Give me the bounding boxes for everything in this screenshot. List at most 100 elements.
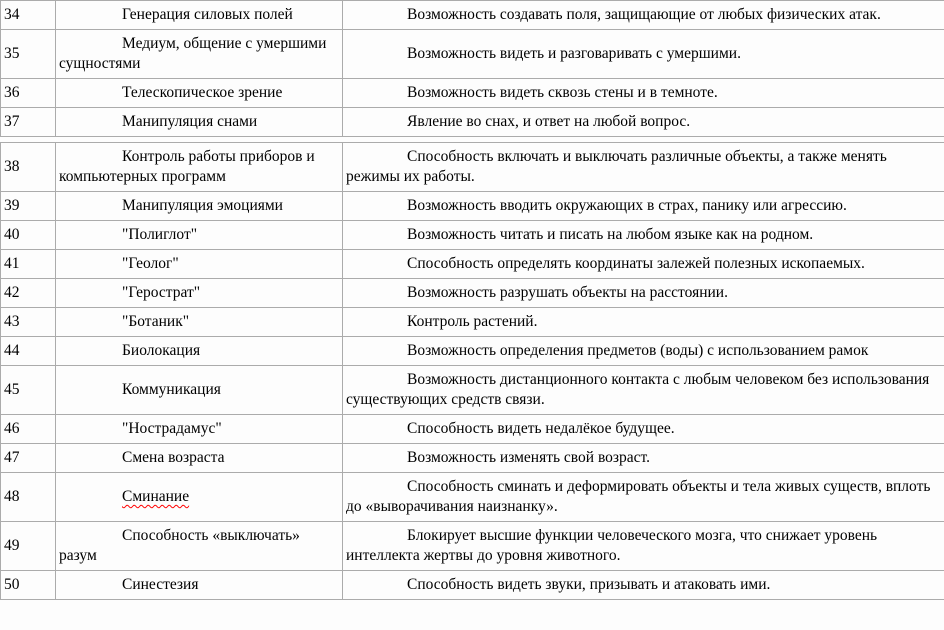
ability-name-cell: Манипуляция снами (55, 107, 343, 137)
ability-description-cell: Возможность вводить окружающих в страх, … (342, 191, 944, 221)
ability-description-text: Возможность читать и писать на любом язы… (407, 226, 814, 243)
table-row: 43 "Ботаник" Контроль растений. (0, 307, 944, 337)
row-number-cell: 46 (0, 414, 56, 444)
page-break-gap (0, 137, 944, 142)
row-number-cell: 40 (0, 220, 56, 250)
ability-name-text: Манипуляция эмоциями (122, 197, 283, 214)
table-row: 39 Манипуляция эмоциями Возможность вводит… (0, 191, 944, 221)
ability-name-text: "Нострадамус" (122, 420, 222, 437)
row-number-cell: 50 (0, 570, 56, 600)
ability-name-cell: Коммуникация (55, 365, 343, 415)
ability-description-cell: Возможность видеть сквозь стены и в темн… (342, 78, 944, 108)
ability-name-cell: "Нострадамус" (55, 414, 343, 444)
row-number-cell: 38 (0, 142, 56, 192)
ability-description-text: Способность видеть звуки, призывать и ат… (407, 576, 771, 593)
ability-name-cell: Манипуляция эмоциями (55, 191, 343, 221)
row-number-cell: 37 (0, 107, 56, 137)
ability-name-text: Синестезия (122, 576, 199, 593)
ability-description-cell: Возможность видеть и разговаривать с уме… (342, 29, 944, 79)
abilities-table-top: 34 Генерация силовых полей Возможность соз… (0, 0, 944, 137)
ability-description-cell: Блокирует высшие функции человеческого м… (342, 521, 944, 571)
ability-description-cell: Возможность определения предметов (воды)… (342, 336, 944, 366)
ability-name-cell: Телескопическое зрение (55, 78, 343, 108)
ability-name-cell: "Герострат" (55, 278, 343, 308)
document-page: 34 Генерация силовых полей Возможность соз… (0, 0, 944, 600)
ability-name-cell: Сминание (55, 472, 343, 522)
ability-description-cell: Способность определять координаты залеже… (342, 249, 944, 279)
ability-description-cell: Способность включать и выключать различн… (342, 142, 944, 192)
ability-name-cell: Биолокация (55, 336, 343, 366)
row-number-cell: 39 (0, 191, 56, 221)
ability-description-text: Блокирует высшие функции человеческого м… (346, 527, 878, 564)
ability-description-text: Способность определять координаты залеже… (407, 255, 865, 272)
row-number-cell: 35 (0, 29, 56, 79)
ability-description-cell: Возможность изменять свой возраст. (342, 443, 944, 473)
ability-name-text: Способность «выключать» разум (59, 527, 300, 564)
ability-description-cell: Возможность разрушать объекты на расстоя… (342, 278, 944, 308)
ability-description-cell: Способность сминать и деформировать объе… (342, 472, 944, 522)
row-number-cell: 43 (0, 307, 56, 337)
row-number-cell: 47 (0, 443, 56, 473)
ability-description-cell: Способность видеть звуки, призывать и ат… (342, 570, 944, 600)
ability-description-text: Возможность определения предметов (воды)… (407, 342, 869, 359)
ability-description-text: Способность сминать и деформировать объе… (346, 478, 931, 515)
ability-description-text: Возможность разрушать объекты на расстоя… (407, 284, 728, 301)
row-number-cell: 41 (0, 249, 56, 279)
ability-name-text: Коммуникация (122, 381, 221, 398)
ability-name-cell: Медиум, общение с умершими сущностями (55, 29, 343, 79)
table-row: 46 "Нострадамус" Способность видеть недалё… (0, 414, 944, 444)
table-row: 45 Коммуникация Возможность дистанционного… (0, 365, 944, 415)
ability-description-text: Способность включать и выключать различн… (346, 148, 887, 185)
ability-name-cell: "Ботаник" (55, 307, 343, 337)
ability-description-text: Явление во снах, и ответ на любой вопрос… (407, 113, 691, 130)
table-row: 44 Биолокация Возможность определения пред… (0, 336, 944, 366)
ability-name-text: Сминание (59, 487, 339, 507)
ability-name-text: Манипуляция снами (122, 113, 258, 130)
ability-description-text: Возможность дистанционного контакта с лю… (346, 371, 930, 408)
table-row: 48 Сминание Способность сминать и деформир… (0, 472, 944, 522)
ability-description-cell: Контроль растений. (342, 307, 944, 337)
row-number-cell: 36 (0, 78, 56, 108)
row-number-cell: 45 (0, 365, 56, 415)
ability-description-cell: Способность видеть недалёкое будущее. (342, 414, 944, 444)
row-number-cell: 48 (0, 472, 56, 522)
ability-name-text: "Герострат" (122, 284, 201, 301)
ability-name-text: Медиум, общение с умершими сущностями (59, 35, 327, 72)
ability-name-cell: Способность «выключать» разум (55, 521, 343, 571)
ability-name-cell: Генерация силовых полей (55, 0, 343, 30)
table-row: 36 Телескопическое зрение Возможность виде… (0, 78, 944, 108)
table-row: 50 Синестезия Способность видеть звуки, пр… (0, 570, 944, 600)
ability-description-cell: Возможность читать и писать на любом язы… (342, 220, 944, 250)
table-row: 49 Способность «выключать» разум Блокирует… (0, 521, 944, 571)
ability-name-cell: "Полиглот" (55, 220, 343, 250)
row-number-cell: 44 (0, 336, 56, 366)
ability-name-cell: Синестезия (55, 570, 343, 600)
ability-name-text: "Ботаник" (122, 313, 190, 330)
table-row: 41 "Геолог" Способность определять координ… (0, 249, 944, 279)
ability-name-text: Генерация силовых полей (122, 6, 293, 23)
ability-name-text: Биолокация (122, 342, 201, 359)
misspelled-word: Сминание (122, 488, 190, 505)
ability-description-text: Возможность создавать поля, защищающие о… (407, 6, 881, 23)
table-row: 42 "Герострат" Возможность разрушать объек… (0, 278, 944, 308)
ability-name-cell: Контроль работы приборов и компьютерных … (55, 142, 343, 192)
row-number-cell: 34 (0, 0, 56, 30)
row-number-cell: 49 (0, 521, 56, 571)
ability-name-text: Контроль работы приборов и компьютерных … (59, 148, 315, 185)
ability-description-text: Способность видеть недалёкое будущее. (407, 420, 675, 437)
ability-name-cell: "Геолог" (55, 249, 343, 279)
table-row: 47 Смена возраста Возможность изменять сво… (0, 443, 944, 473)
ability-description-cell: Явление во снах, и ответ на любой вопрос… (342, 107, 944, 137)
ability-description-text: Возможность вводить окружающих в страх, … (407, 197, 847, 214)
table-row: 35 Медиум, общение с умершими сущностями В… (0, 29, 944, 79)
ability-description-cell: Возможность дистанционного контакта с лю… (342, 365, 944, 415)
ability-description-text: Контроль растений. (407, 313, 538, 330)
ability-name-text: "Геолог" (122, 255, 179, 272)
ability-description-text: Возможность видеть и разговаривать с уме… (407, 45, 741, 62)
table-row: 37 Манипуляция снами Явление во снах, и от… (0, 107, 944, 137)
ability-description-text: Возможность видеть сквозь стены и в темн… (407, 84, 718, 101)
row-number-cell: 42 (0, 278, 56, 308)
ability-description-text: Возможность изменять свой возраст. (407, 449, 651, 466)
ability-description-cell: Возможность создавать поля, защищающие о… (342, 0, 944, 30)
table-row: 40 "Полиглот" Возможность читать и писать … (0, 220, 944, 250)
